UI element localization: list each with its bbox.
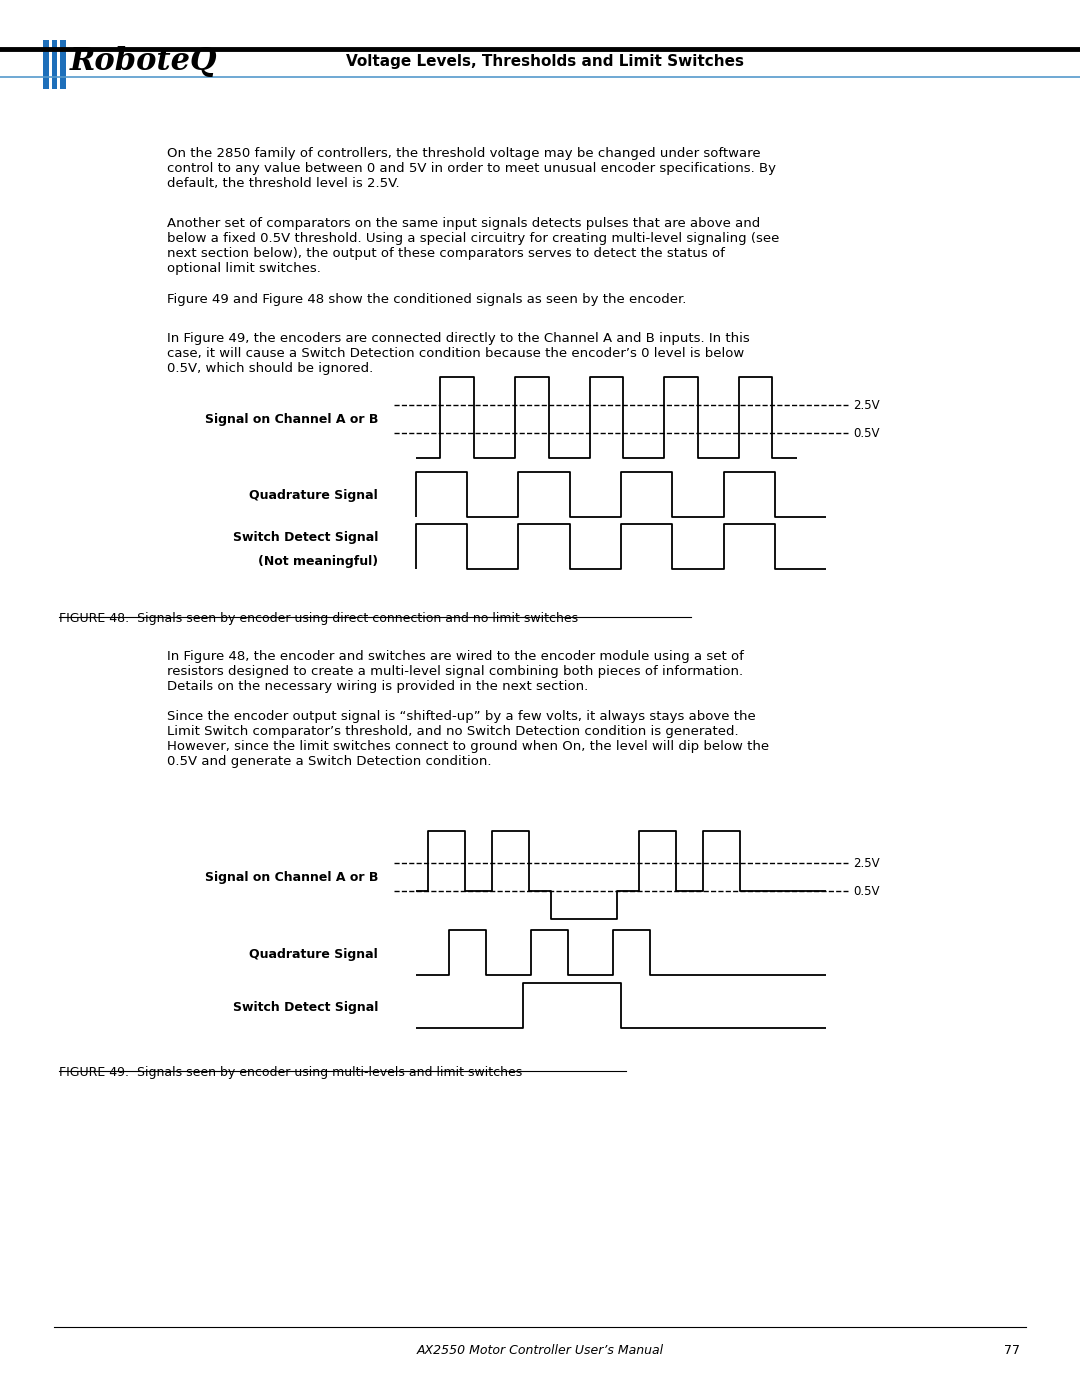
Text: Switch Detect Signal: Switch Detect Signal [232, 1000, 378, 1014]
Text: In Figure 49, the encoders are connected directly to the Channel A and B inputs.: In Figure 49, the encoders are connected… [167, 332, 751, 376]
Text: Quadrature Signal: Quadrature Signal [249, 489, 378, 503]
Text: Switch Detect Signal: Switch Detect Signal [232, 531, 378, 545]
Text: Since the encoder output signal is “shifted-up” by a few volts, it always stays : Since the encoder output signal is “shif… [167, 710, 770, 768]
Text: In Figure 48, the encoder and switches are wired to the encoder module using a s: In Figure 48, the encoder and switches a… [167, 650, 744, 693]
Text: 0.5V: 0.5V [853, 426, 880, 440]
Text: On the 2850 family of controllers, the threshold voltage may be changed under so: On the 2850 family of controllers, the t… [167, 147, 777, 190]
Text: Voltage Levels, Thresholds and Limit Switches: Voltage Levels, Thresholds and Limit Swi… [346, 54, 744, 68]
Text: (Not meaningful): (Not meaningful) [258, 555, 378, 569]
Text: 0.5V: 0.5V [853, 884, 880, 898]
Text: 77: 77 [1004, 1344, 1021, 1356]
FancyBboxPatch shape [43, 41, 49, 89]
FancyBboxPatch shape [60, 41, 66, 89]
Text: Signal on Channel A or B: Signal on Channel A or B [204, 870, 378, 884]
Text: RoboteQ: RoboteQ [70, 46, 218, 77]
Text: FIGURE 48.  Signals seen by encoder using direct connection and no limit switche: FIGURE 48. Signals seen by encoder using… [59, 612, 579, 624]
FancyBboxPatch shape [52, 41, 57, 89]
Text: Figure 49 and Figure 48 show the conditioned signals as seen by the encoder.: Figure 49 and Figure 48 show the conditi… [167, 293, 687, 306]
Text: AX2550 Motor Controller User’s Manual: AX2550 Motor Controller User’s Manual [417, 1344, 663, 1356]
Text: Another set of comparators on the same input signals detects pulses that are abo: Another set of comparators on the same i… [167, 217, 780, 275]
Text: Quadrature Signal: Quadrature Signal [249, 947, 378, 961]
Text: 2.5V: 2.5V [853, 856, 880, 870]
Text: Signal on Channel A or B: Signal on Channel A or B [204, 412, 378, 426]
Text: 2.5V: 2.5V [853, 398, 880, 412]
Text: FIGURE 49.  Signals seen by encoder using multi-levels and limit switches: FIGURE 49. Signals seen by encoder using… [59, 1066, 523, 1078]
